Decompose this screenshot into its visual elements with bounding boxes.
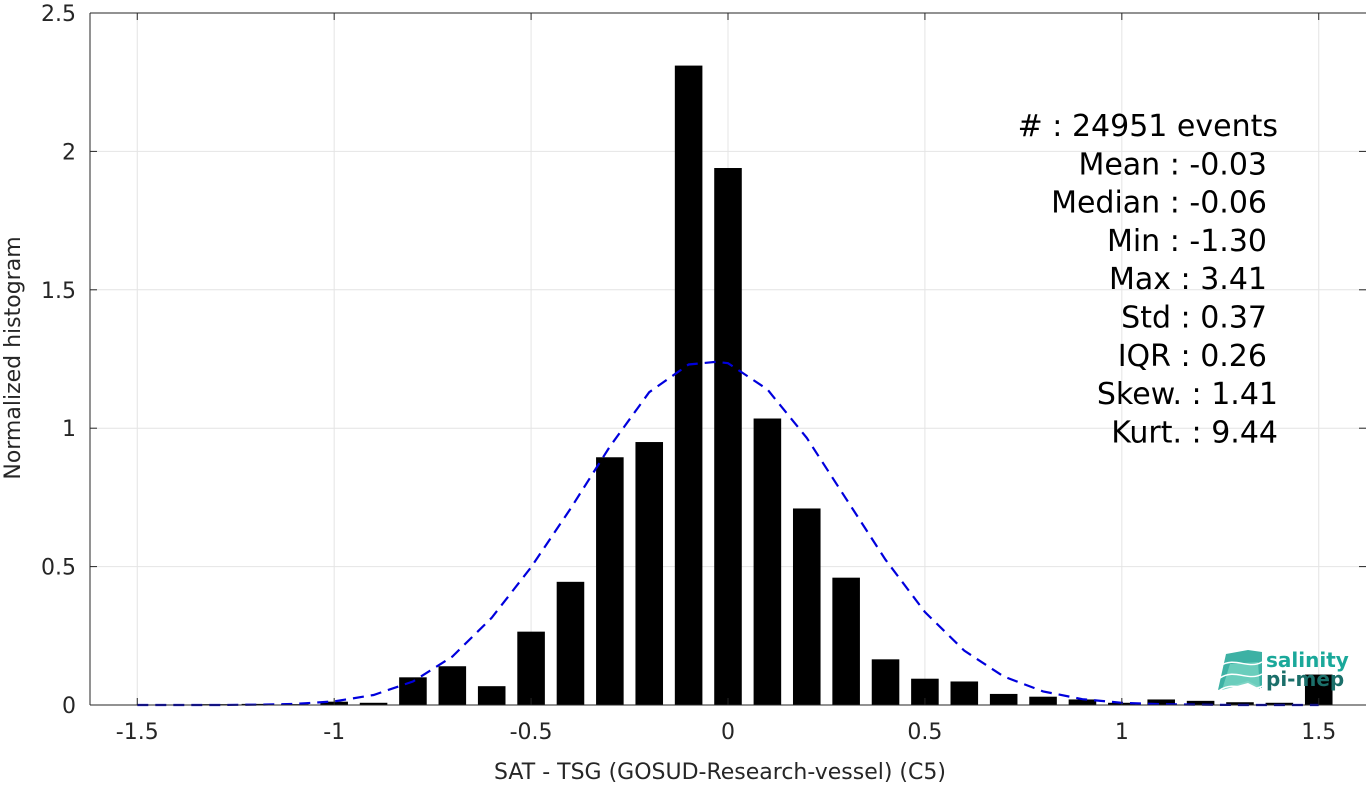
histogram-bar bbox=[832, 577, 860, 705]
histogram-bar bbox=[1029, 696, 1057, 705]
gaussian-fit-curve bbox=[137, 360, 1319, 707]
stats-line: Std : 0.37 bbox=[1121, 301, 1267, 336]
histogram-bar bbox=[950, 681, 979, 705]
histogram-bar bbox=[1068, 699, 1097, 705]
histogram-bar bbox=[1147, 699, 1175, 705]
y-tick-label: 1 bbox=[62, 417, 76, 442]
x-tick-label: 1.5 bbox=[1301, 720, 1336, 745]
histogram-bar bbox=[714, 168, 742, 705]
axes bbox=[89, 12, 1366, 706]
y-tick-label: 2.5 bbox=[41, 2, 76, 27]
y-axis-label: Normalized histogram bbox=[1, 236, 26, 479]
histogram-bar bbox=[1265, 702, 1294, 705]
x-tick-label: -1 bbox=[323, 720, 345, 745]
histogram-bar bbox=[674, 65, 703, 706]
x-tick-label: -0.5 bbox=[510, 720, 553, 745]
stats-line: Mean : -0.03 bbox=[1078, 147, 1267, 182]
histogram-bar bbox=[792, 508, 821, 705]
histogram-bar bbox=[477, 686, 506, 705]
histogram-bar bbox=[359, 702, 388, 705]
stats-line: IQR : 0.26 bbox=[1118, 339, 1267, 374]
tick-labels: -1.5 -1 -0.5 0 0.5 1 1.5 0 0.5 1 1.5 2 2.5 bbox=[41, 2, 1336, 745]
stats-line: Min : -1.30 bbox=[1107, 224, 1267, 259]
histogram-bar bbox=[989, 693, 1018, 705]
stats-line: Kurt. : 9.44 bbox=[1111, 415, 1278, 450]
histogram-bars bbox=[202, 65, 1333, 706]
histogram-bar bbox=[871, 659, 900, 705]
stats-line: Max : 3.41 bbox=[1109, 262, 1267, 297]
y-tick-label: 0.5 bbox=[41, 556, 76, 581]
stats-line: # : 24951 events bbox=[1018, 109, 1278, 144]
histogram-bar bbox=[635, 442, 664, 705]
histogram-bar bbox=[556, 581, 585, 705]
histogram-bar bbox=[1186, 700, 1215, 705]
histogram-bar bbox=[596, 457, 624, 705]
x-axis-label: SAT - TSG (GOSUD-Research-vessel) (C5) bbox=[494, 760, 946, 785]
stats-line: Skew. : 1.41 bbox=[1097, 377, 1278, 412]
x-tick-label: 0 bbox=[721, 720, 735, 745]
stats-line: Median : -0.06 bbox=[1051, 186, 1267, 221]
y-tick-label: 2 bbox=[62, 140, 76, 165]
y-tick-label: 1.5 bbox=[41, 279, 76, 304]
y-tick-label: 0 bbox=[62, 694, 76, 719]
histogram-bar bbox=[753, 418, 782, 705]
histogram-bar bbox=[1226, 702, 1254, 705]
x-tick-label: 1 bbox=[1115, 720, 1129, 745]
wave-logo-icon bbox=[1218, 650, 1263, 691]
x-tick-label: 0.5 bbox=[907, 720, 942, 745]
salinity-pimep-logo: salinity pi-mep bbox=[1218, 648, 1349, 691]
x-tick-label: -1.5 bbox=[116, 720, 159, 745]
histogram-bar bbox=[438, 666, 467, 705]
logo-text-salinity: salinity bbox=[1266, 648, 1349, 672]
histogram-bar bbox=[517, 631, 545, 705]
logo-text-pimep: pi-mep bbox=[1266, 667, 1344, 691]
